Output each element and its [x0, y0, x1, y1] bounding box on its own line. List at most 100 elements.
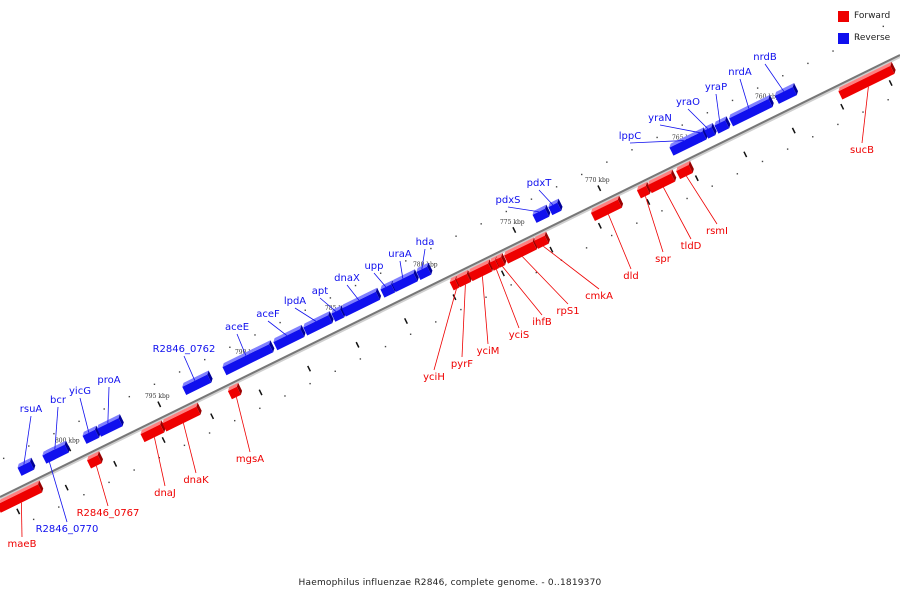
ruler-dot: [786, 148, 789, 150]
gene-label: cmkA: [585, 291, 613, 302]
ruler-dot: [455, 235, 457, 237]
gene-box: [97, 418, 123, 437]
ruler-dot: [183, 444, 186, 447]
legend: Forward Reverse: [838, 9, 890, 53]
legend-reverse-label: Reverse: [854, 33, 891, 43]
ruler-dot: [229, 346, 231, 348]
gene-label: yraP: [705, 82, 727, 93]
gene-rsuA: rsuA: [17, 404, 42, 476]
gene-box: [17, 461, 35, 476]
gene-top-face: [590, 195, 620, 213]
gene-leader: [319, 297, 337, 312]
reverse-swatch: [838, 32, 849, 44]
gene-leader: [433, 288, 457, 371]
gene-label: R2846_0770: [36, 524, 99, 535]
gene-side-face: [768, 94, 774, 108]
gene-box: [0, 484, 43, 513]
ruler-dot: [108, 481, 110, 484]
gene-box: [182, 374, 212, 395]
gene-top-face: [714, 116, 727, 126]
ruler-dot: [631, 149, 633, 151]
axis-tick-label: 800 kbp: [55, 437, 80, 444]
gene-label: spr: [655, 254, 672, 265]
gene-box: [774, 87, 797, 104]
gene-box: [647, 173, 676, 194]
gene-pdxS: pdxS: [496, 195, 551, 223]
ruler-dot: [832, 50, 834, 52]
legend-reverse: Reverse: [838, 31, 890, 45]
axis-tick-label: 795 kbp: [145, 393, 170, 400]
gene-leader: [538, 189, 554, 206]
gene-top-face: [468, 259, 490, 274]
gene-side-face: [38, 480, 44, 493]
ruler-dot: [837, 123, 839, 126]
genome-caption: Haemophilus influenzae R2846, complete g…: [298, 578, 602, 588]
dash-mark: [113, 460, 118, 467]
ruler-dot: [279, 321, 281, 324]
dash-mark: [307, 365, 312, 372]
gene-side-face: [545, 204, 551, 217]
gene-label: pyrF: [451, 359, 473, 370]
dash-mark: [840, 103, 845, 110]
ruler-dot: [435, 321, 437, 323]
gene-lpdA: lpdA: [284, 296, 334, 336]
gene-top-face: [449, 275, 457, 283]
gene-label: rpS1: [556, 306, 579, 317]
gene-leader: [79, 397, 90, 433]
gene-label: sucB: [850, 145, 874, 156]
gene-side-face: [466, 269, 472, 282]
ruler-dot: [535, 271, 537, 274]
gene-leader: [739, 78, 750, 109]
gene-side-face: [413, 269, 419, 282]
gene-label: yraO: [676, 97, 700, 108]
ruler-dot: [731, 99, 734, 102]
axis-tick-label: 770 kbp: [585, 177, 610, 184]
gene-top-face: [392, 269, 415, 284]
gene-leader: [861, 86, 869, 144]
ruler-dot: [610, 234, 613, 237]
gene-dld: dld: [590, 195, 639, 282]
gene-side-face: [95, 425, 101, 438]
gene-label: dnaX: [334, 273, 360, 284]
gene-top-face: [647, 169, 673, 186]
gene-side-face: [711, 122, 717, 136]
dash-mark: [791, 127, 796, 134]
ruler-dot: [83, 494, 85, 496]
gene-side-face: [671, 169, 677, 182]
gene-rsmI: rsmI: [676, 160, 728, 237]
ruler-dot: [606, 161, 608, 163]
gene-leader: [267, 320, 288, 336]
dash-mark: [694, 175, 699, 182]
ruler-dot: [812, 136, 814, 138]
gene-top-face: [729, 94, 770, 119]
ruler-dot: [334, 370, 336, 372]
ruler-dot: [32, 518, 35, 521]
gene-maeB: maeB: [0, 480, 44, 550]
gene-label: bcr: [50, 395, 67, 406]
gene-leader: [502, 266, 543, 316]
dash-mark: [258, 389, 263, 396]
gene-leader: [715, 93, 721, 123]
gene-top-face: [534, 231, 547, 241]
dash-mark: [210, 413, 215, 420]
gene-box: [456, 273, 471, 288]
gene-pdxT: pdxT: [527, 178, 563, 216]
gene-top-face: [341, 287, 378, 309]
ruler-dot: [309, 382, 311, 385]
ruler-dot: [485, 296, 487, 298]
ruler-dot: [887, 99, 889, 101]
gene-label: R2846_0762: [153, 344, 216, 355]
gene-box: [341, 291, 380, 317]
gene-leader: [346, 284, 360, 301]
gene-side-face: [890, 61, 896, 74]
ruler-dot: [28, 445, 30, 447]
gene-leader: [543, 245, 600, 290]
ruler-dot: [234, 419, 236, 422]
dash-mark: [743, 151, 748, 158]
gene-label: upp: [364, 261, 383, 272]
gene-box: [273, 328, 305, 351]
ruler-dot: [782, 75, 784, 77]
gene-leader: [294, 307, 317, 322]
gene-box: [416, 266, 432, 280]
ruler-dot: [304, 309, 306, 311]
